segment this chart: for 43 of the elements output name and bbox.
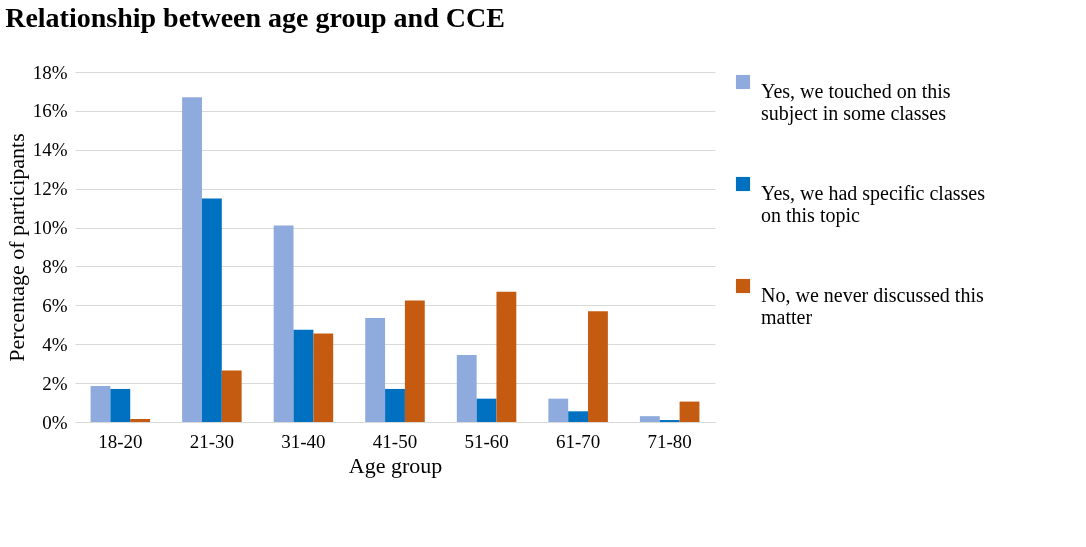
bar [201,198,222,422]
x-tick-label: 71-80 [647,430,692,452]
bar [365,317,386,422]
x-tick-label: 21-30 [189,430,235,452]
legend-label: Yes, we touched on this subject in some classes [761,80,951,125]
bar [130,419,151,422]
chart-title: Relationship between age group and CCE [5,2,505,33]
bar [90,386,111,422]
bar [221,370,242,422]
bar [548,398,569,422]
bar [679,401,700,422]
y-tick-label: 14% [32,139,68,161]
y-tick-label: 18% [32,61,68,83]
x-tick-label: 41-50 [372,430,418,452]
bar [313,333,334,422]
legend-label: Yes, we had specific classes on this topic [761,182,986,227]
bar [293,329,314,422]
y-tick-label: 8% [42,255,68,277]
bar [273,225,294,422]
y-tick-label: 6% [42,294,68,316]
bar [385,388,405,422]
y-tick-label: 2% [42,372,68,394]
y-tick-label: 10% [32,217,68,239]
bar [568,411,589,422]
y-tick-label: 12% [32,178,68,200]
x-axis-title: Age group [348,452,443,478]
y-tick-label: 0% [42,411,68,433]
bar [182,97,202,422]
bar [639,416,660,422]
bar [496,291,517,422]
y-axis-title: Percentage of participants [3,133,29,362]
bar [404,300,425,422]
bar [476,398,497,422]
x-tick-label: 61-70 [555,430,601,452]
x-tick-label: 31-40 [281,430,326,452]
y-tick-label: 16% [32,100,68,122]
bar [588,311,608,422]
x-tick-label: 51-60 [464,430,509,452]
legend-label: No, we never discussed this matter [761,284,984,328]
bar [456,354,477,422]
x-tick-label: 18-20 [98,430,143,452]
bar [110,388,131,422]
y-tick-label: 4% [42,333,68,355]
